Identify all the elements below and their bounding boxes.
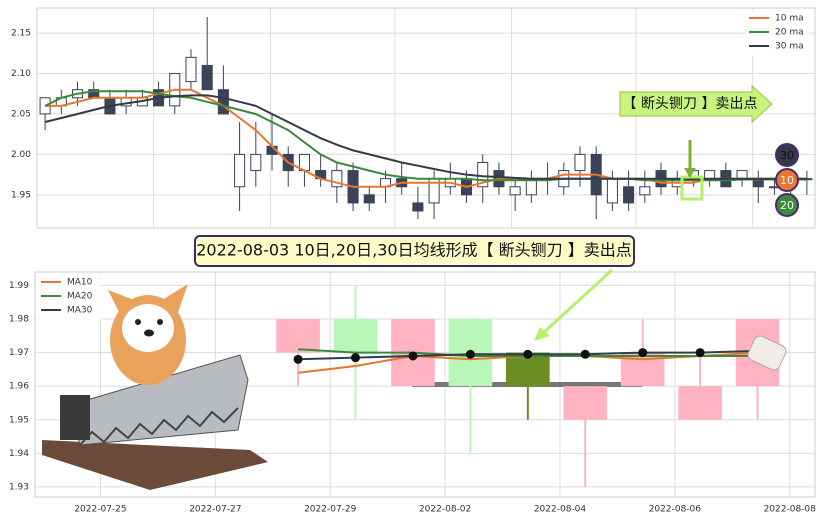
marks xyxy=(39,16,813,487)
saw-hinge xyxy=(60,395,90,440)
ma-line xyxy=(45,88,807,188)
saw-base xyxy=(42,440,268,490)
candle-body xyxy=(276,319,320,353)
ma-dot xyxy=(293,354,303,364)
candle-body xyxy=(234,153,246,188)
candle-body xyxy=(509,186,521,196)
candle-body xyxy=(678,386,722,420)
candle-body xyxy=(217,89,229,115)
candle-body xyxy=(606,178,618,204)
candle-body xyxy=(639,186,651,196)
candle-body xyxy=(201,64,213,91)
y-tick-label: 1.97 xyxy=(9,348,29,358)
y-tick-label: 2.05 xyxy=(11,109,31,119)
y-tick-label: 1.93 xyxy=(9,482,29,492)
candle-body xyxy=(250,153,262,172)
candle-body xyxy=(623,186,635,204)
legend-label: 20 ma xyxy=(775,28,804,38)
ma-dot xyxy=(465,349,475,359)
dog-ear xyxy=(108,290,134,318)
x-tick-label: 2022-08-04 xyxy=(534,505,587,515)
y-tick-label: 1.99 xyxy=(9,281,29,291)
annotation-box xyxy=(194,235,635,267)
dog-eye xyxy=(135,319,141,325)
legend-label: 10 ma xyxy=(775,14,804,24)
annotation-pointer-head xyxy=(534,327,550,341)
top-pointer-head xyxy=(684,168,696,178)
y-tick-label: 1.96 xyxy=(9,382,29,392)
y-tick-label: 1.95 xyxy=(9,415,29,425)
dog-nose xyxy=(144,329,154,337)
y-tick-label: 2.10 xyxy=(11,69,31,79)
badge xyxy=(775,168,799,192)
ma-dot xyxy=(638,348,648,358)
candle-body xyxy=(331,170,343,188)
x-tick-label: 2022-08-06 xyxy=(649,505,702,515)
y-tick-label: 1.94 xyxy=(9,449,29,459)
saw-illustration xyxy=(42,284,787,490)
ma-dot xyxy=(580,349,590,359)
bottom-annotation: 2022-08-03 10日,20日,30日均线形成【 断头铡刀 】卖出点 xyxy=(196,241,632,260)
tag-icon xyxy=(747,335,787,371)
x-tick-label: 2022-07-25 xyxy=(74,505,126,515)
candle-body xyxy=(574,153,586,172)
candle-body xyxy=(477,161,489,188)
x-tick-label: 2022-08-02 xyxy=(419,505,471,515)
saw-teeth xyxy=(79,407,239,446)
highlight-box xyxy=(680,175,704,201)
dog-eye xyxy=(157,319,163,325)
candle-body xyxy=(704,170,716,180)
x-tick-label: 2022-08-08 xyxy=(764,505,817,515)
legends: 10 ma 20 ma 30 ma 30 10 20 MA10 MA20 MA30 xyxy=(37,10,809,320)
x-tick-label: 2022-07-27 xyxy=(189,505,241,515)
y-tick-label: 1.98 xyxy=(9,315,29,325)
badge-label: 30 xyxy=(780,149,794,162)
candle-body xyxy=(412,202,424,212)
dog-face xyxy=(122,304,174,352)
legend-label: 30 ma xyxy=(775,42,804,52)
legend-label: MA10 xyxy=(67,278,93,288)
ma-dot xyxy=(695,348,705,358)
ma-dot xyxy=(351,353,361,363)
ma-dot xyxy=(523,349,533,359)
ma-line xyxy=(44,94,807,180)
badge xyxy=(775,193,799,217)
badge xyxy=(775,143,799,167)
dog-ear xyxy=(162,284,188,318)
ma-dot xyxy=(408,351,418,361)
candle-body xyxy=(185,56,197,83)
legend-label: MA30 xyxy=(67,306,93,316)
candle-body xyxy=(736,170,748,180)
y-tick-label: 2.00 xyxy=(11,150,31,160)
top-annotation-arrow xyxy=(619,84,773,124)
badge-label: 10 xyxy=(780,174,794,187)
legend-label: MA20 xyxy=(67,292,93,302)
candle-body xyxy=(363,194,375,204)
x-tick-label: 2022-07-29 xyxy=(304,505,357,515)
badge-label: 20 xyxy=(780,199,794,212)
top-annotation: 【 断头铡刀 】卖出点 xyxy=(623,96,758,112)
candle-body xyxy=(333,319,378,353)
annotation-pointer xyxy=(540,268,614,336)
y-tick-label: 1.95 xyxy=(11,190,31,200)
candle-body xyxy=(563,386,608,420)
y-tick-label: 2.15 xyxy=(11,29,31,39)
top-plot-area xyxy=(36,7,816,229)
